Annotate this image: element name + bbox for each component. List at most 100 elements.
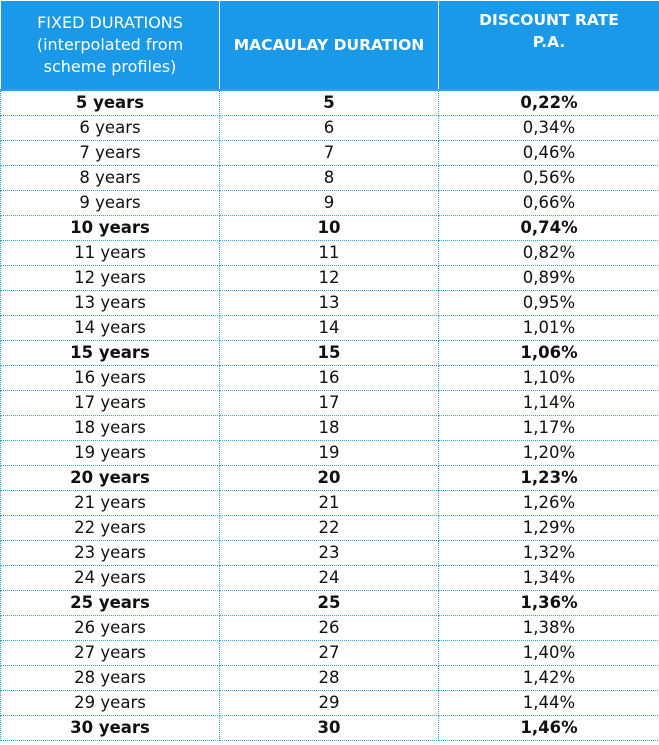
- cell-macaulay-duration: 26: [219, 615, 439, 641]
- cell-fixed-duration: 19 years: [0, 440, 220, 466]
- cell-discount-rate: 0,89%: [438, 265, 659, 291]
- cell-fixed-duration: 9 years: [0, 190, 220, 216]
- cell-fixed-duration: 12 years: [0, 265, 220, 291]
- table-row: 8 years 8 0,56%: [0, 165, 659, 191]
- table-row: 17 years 17 1,14%: [0, 390, 659, 416]
- cell-macaulay-duration: 27: [219, 640, 439, 666]
- header-row: FIXED DURATIONS (interpolated from schem…: [0, 0, 659, 91]
- cell-fixed-duration: 8 years: [0, 165, 220, 191]
- cell-discount-rate: 1,10%: [438, 365, 659, 391]
- table-row: 19 years 19 1,20%: [0, 440, 659, 466]
- cell-fixed-duration: 10 years: [0, 215, 220, 241]
- cell-fixed-duration: 15 years: [0, 340, 220, 366]
- header-discount-rate: DISCOUNT RATE P.A.: [438, 0, 659, 91]
- table-row: 5 years 5 0,22%: [0, 89, 659, 116]
- cell-fixed-duration: 25 years: [0, 590, 220, 616]
- cell-macaulay-duration: 19: [219, 440, 439, 466]
- cell-discount-rate: 0,66%: [438, 190, 659, 216]
- header-fixed-durations-line1: FIXED DURATIONS: [37, 13, 183, 32]
- cell-macaulay-duration: 13: [219, 290, 439, 316]
- cell-fixed-duration: 20 years: [0, 465, 220, 491]
- cell-discount-rate: 1,06%: [438, 340, 659, 366]
- cell-discount-rate: 1,17%: [438, 415, 659, 441]
- header-discount-rate-line2: P.A.: [532, 33, 566, 51]
- cell-fixed-duration: 28 years: [0, 665, 220, 691]
- cell-fixed-duration: 13 years: [0, 290, 220, 316]
- cell-fixed-duration: 11 years: [0, 240, 220, 266]
- cell-macaulay-duration: 30: [219, 715, 439, 741]
- table-row: 7 years 7 0,46%: [0, 140, 659, 166]
- cell-fixed-duration: 23 years: [0, 540, 220, 566]
- cell-macaulay-duration: 8: [219, 165, 439, 191]
- cell-macaulay-duration: 5: [219, 89, 439, 116]
- header-macaulay-duration: MACAULAY DURATION: [219, 0, 439, 91]
- cell-macaulay-duration: 12: [219, 265, 439, 291]
- table-row: 29 years 29 1,44%: [0, 690, 659, 716]
- cell-fixed-duration: 5 years: [0, 89, 220, 116]
- cell-fixed-duration: 29 years: [0, 690, 220, 716]
- table-row: 23 years 23 1,32%: [0, 540, 659, 566]
- table-row: 26 years 26 1,38%: [0, 615, 659, 641]
- cell-macaulay-duration: 11: [219, 240, 439, 266]
- cell-discount-rate: 1,23%: [438, 465, 659, 491]
- header-discount-rate-line1: DISCOUNT RATE: [479, 11, 619, 29]
- cell-macaulay-duration: 15: [219, 340, 439, 366]
- header-fixed-durations-line2: (interpolated from: [36, 35, 184, 54]
- table-row: 10 years 10 0,74%: [0, 215, 659, 241]
- cell-discount-rate: 1,36%: [438, 590, 659, 616]
- table-row: 11 years 11 0,82%: [0, 240, 659, 266]
- cell-fixed-duration: 22 years: [0, 515, 220, 541]
- cell-discount-rate: 1,01%: [438, 315, 659, 341]
- cell-fixed-duration: 27 years: [0, 640, 220, 666]
- cell-fixed-duration: 24 years: [0, 565, 220, 591]
- cell-discount-rate: 0,46%: [438, 140, 659, 166]
- cell-discount-rate: 1,44%: [438, 690, 659, 716]
- header-fixed-durations-line3: scheme profiles): [43, 57, 177, 76]
- cell-macaulay-duration: 17: [219, 390, 439, 416]
- cell-discount-rate: 0,74%: [438, 215, 659, 241]
- cell-discount-rate: 1,40%: [438, 640, 659, 666]
- cell-fixed-duration: 30 years: [0, 715, 220, 741]
- cell-discount-rate: 1,46%: [438, 715, 659, 741]
- table-row: 13 years 13 0,95%: [0, 290, 659, 316]
- cell-discount-rate: 1,32%: [438, 540, 659, 566]
- table-row: 27 years 27 1,40%: [0, 640, 659, 666]
- cell-discount-rate: 1,20%: [438, 440, 659, 466]
- cell-macaulay-duration: 10: [219, 215, 439, 241]
- table-row: 22 years 22 1,29%: [0, 515, 659, 541]
- table-body: 5 years 5 0,22% 6 years 6 0,34% 7 years 7 0,46% 8…: [0, 89, 659, 741]
- cell-fixed-duration: 6 years: [0, 115, 220, 141]
- table-row: 14 years 14 1,01%: [0, 315, 659, 341]
- cell-fixed-duration: 14 years: [0, 315, 220, 341]
- table-row: 15 years 15 1,06%: [0, 340, 659, 366]
- cell-discount-rate: 0,56%: [438, 165, 659, 191]
- table-row: 30 years 30 1,46%: [0, 715, 659, 741]
- cell-discount-rate: 0,34%: [438, 115, 659, 141]
- cell-macaulay-duration: 7: [219, 140, 439, 166]
- cell-macaulay-duration: 16: [219, 365, 439, 391]
- cell-macaulay-duration: 29: [219, 690, 439, 716]
- table-row: 9 years 9 0,66%: [0, 190, 659, 216]
- cell-discount-rate: 1,42%: [438, 665, 659, 691]
- cell-discount-rate: 1,26%: [438, 490, 659, 516]
- cell-discount-rate: 1,29%: [438, 515, 659, 541]
- cell-macaulay-duration: 21: [219, 490, 439, 516]
- table-row: 25 years 25 1,36%: [0, 590, 659, 616]
- table-row: 20 years 20 1,23%: [0, 465, 659, 491]
- cell-fixed-duration: 7 years: [0, 140, 220, 166]
- table-row: 16 years 16 1,10%: [0, 365, 659, 391]
- cell-macaulay-duration: 24: [219, 565, 439, 591]
- table-row: 28 years 28 1,42%: [0, 665, 659, 691]
- table-row: 6 years 6 0,34%: [0, 115, 659, 141]
- cell-macaulay-duration: 20: [219, 465, 439, 491]
- cell-discount-rate: 1,14%: [438, 390, 659, 416]
- cell-macaulay-duration: 9: [219, 190, 439, 216]
- cell-discount-rate: 1,38%: [438, 615, 659, 641]
- table-row: 21 years 21 1,26%: [0, 490, 659, 516]
- cell-macaulay-duration: 28: [219, 665, 439, 691]
- cell-fixed-duration: 16 years: [0, 365, 220, 391]
- cell-macaulay-duration: 23: [219, 540, 439, 566]
- header-fixed-durations: FIXED DURATIONS (interpolated from schem…: [0, 0, 220, 91]
